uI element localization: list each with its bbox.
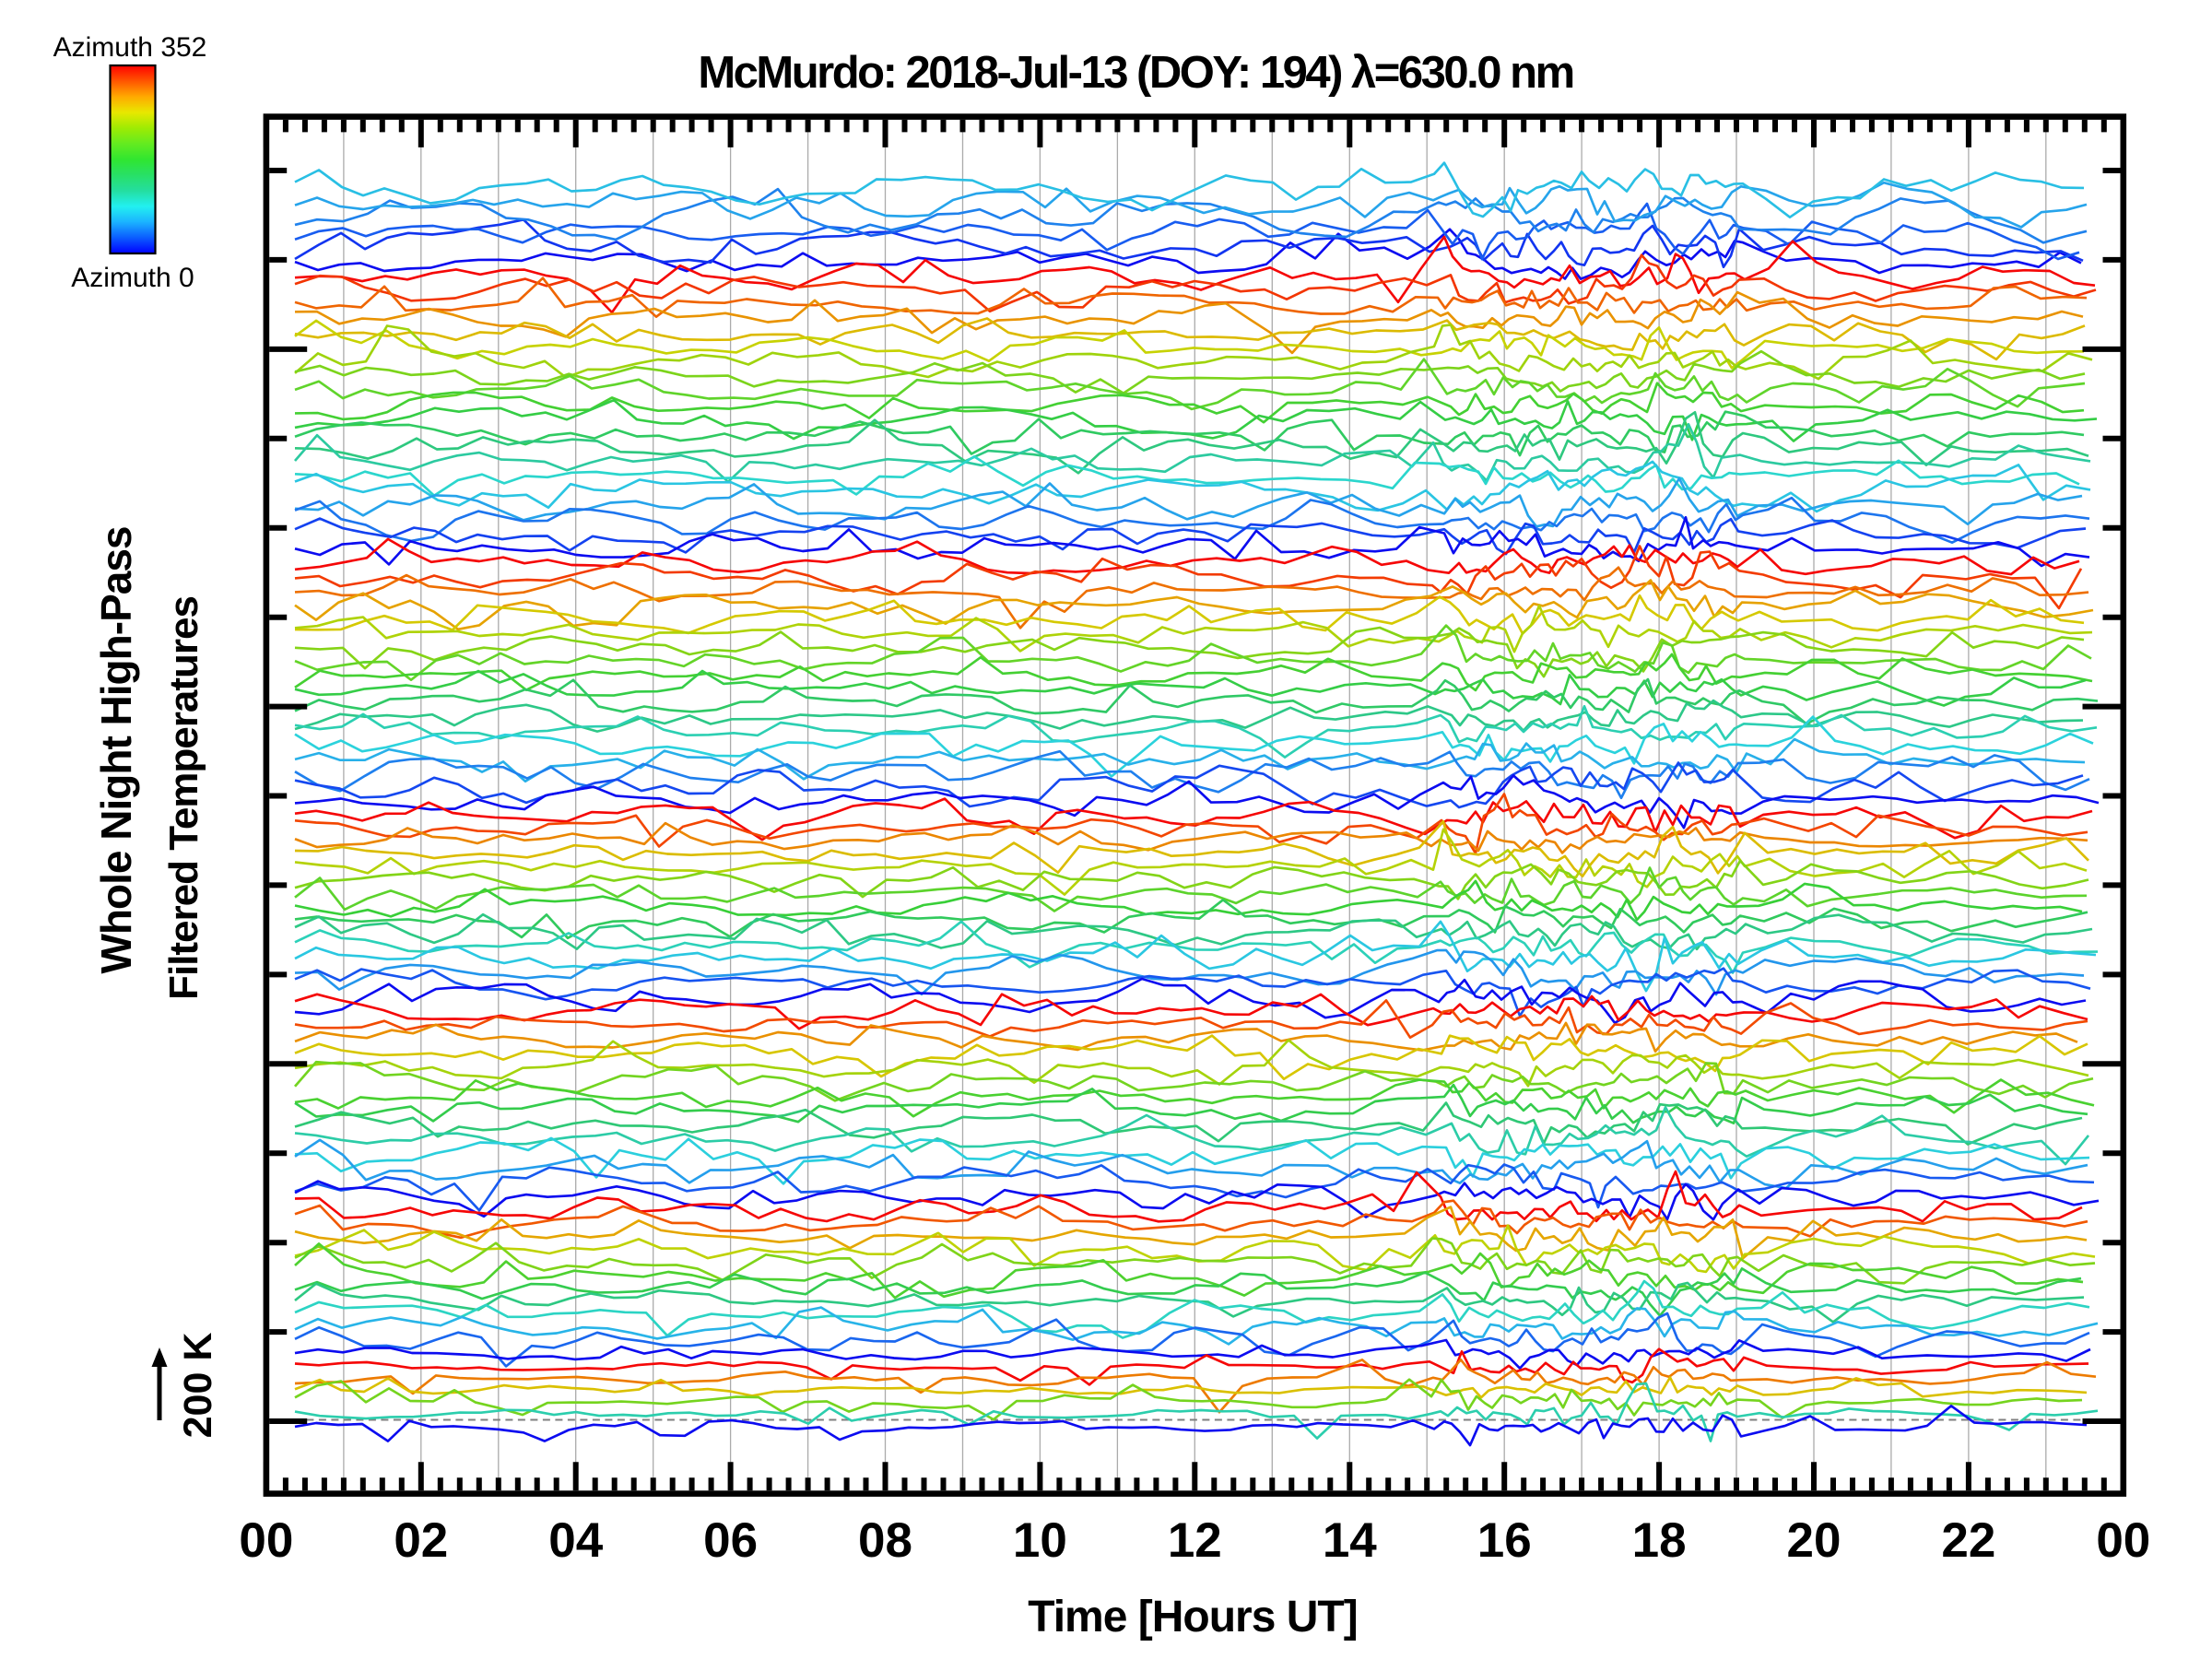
svg-text:02: 02 bbox=[394, 1513, 448, 1568]
svg-text:20: 20 bbox=[1787, 1513, 1841, 1568]
svg-text:14: 14 bbox=[1323, 1513, 1377, 1568]
svg-text:Time [Hours UT]: Time [Hours UT] bbox=[1028, 1593, 1357, 1641]
svg-text:Filtered Temperatures: Filtered Temperatures bbox=[161, 596, 206, 1000]
svg-text:00: 00 bbox=[239, 1513, 293, 1568]
svg-text:00: 00 bbox=[2096, 1513, 2150, 1568]
svg-text:22: 22 bbox=[1941, 1513, 1995, 1568]
svg-text:04: 04 bbox=[548, 1513, 603, 1568]
svg-text:Whole Night High-Pass: Whole Night High-Pass bbox=[92, 527, 140, 974]
svg-text:06: 06 bbox=[703, 1513, 758, 1568]
svg-text:Azimuth 352: Azimuth 352 bbox=[53, 32, 207, 63]
svg-text:16: 16 bbox=[1477, 1513, 1532, 1568]
svg-text:10: 10 bbox=[1013, 1513, 1067, 1568]
svg-text:Azimuth 0: Azimuth 0 bbox=[71, 263, 194, 293]
svg-text:200 K: 200 K bbox=[176, 1333, 220, 1439]
svg-text:McMurdo: 2018-Jul-13 (DOY: 194: McMurdo: 2018-Jul-13 (DOY: 194) λ=630.0 … bbox=[698, 48, 1572, 98]
svg-text:08: 08 bbox=[858, 1513, 912, 1568]
svg-text:18: 18 bbox=[1632, 1513, 1687, 1568]
svg-text:12: 12 bbox=[1168, 1513, 1222, 1568]
